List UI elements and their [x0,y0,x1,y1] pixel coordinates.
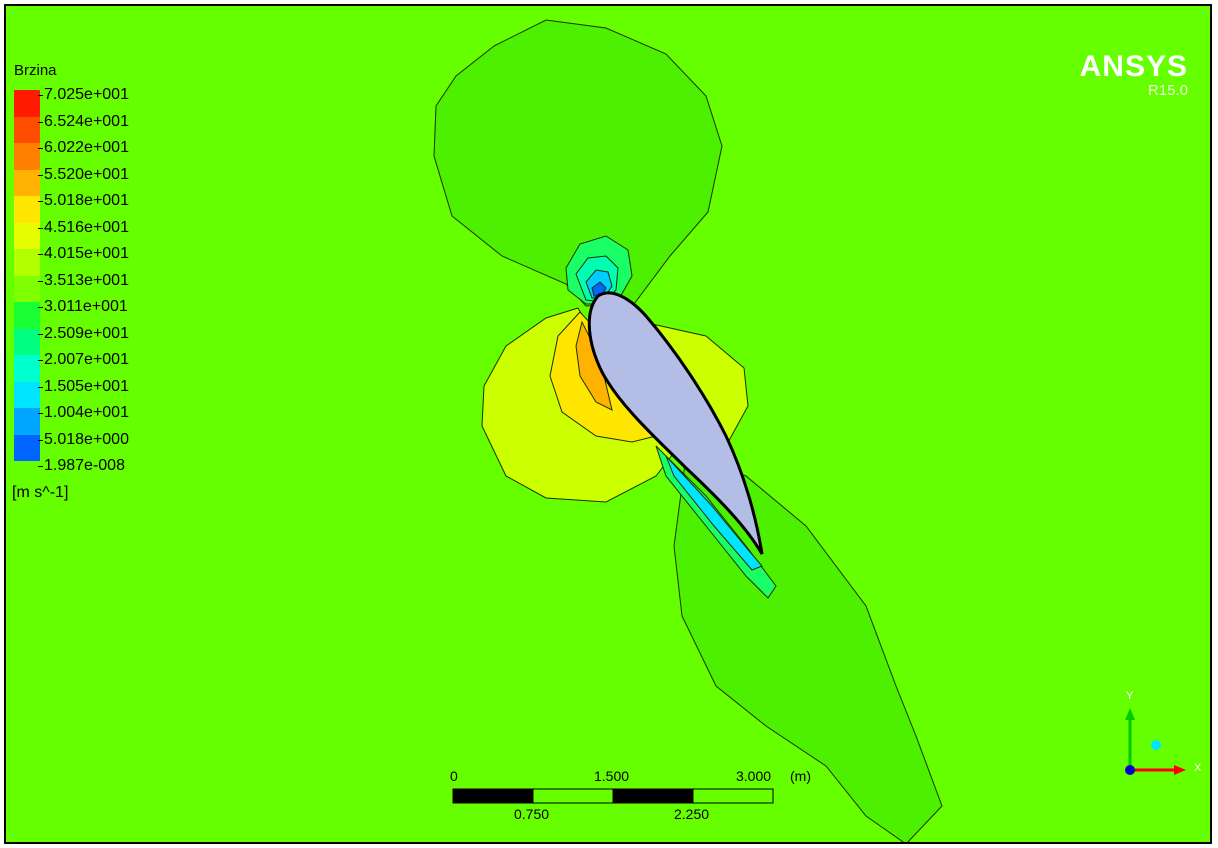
legend-label: 6.022e+001 [44,135,129,162]
legend-swatch [14,117,40,144]
legend-label: 5.018e+001 [44,188,129,215]
scale-label-0750: 0.750 [514,806,549,822]
legend-unit: [m s^-1] [12,484,68,502]
legend-label: 1.987e-008 [44,453,129,480]
legend-swatch [14,223,40,250]
scale-label-3000: 3.000 [736,768,771,784]
scale-unit: (m) [790,768,811,784]
legend-swatch [14,302,40,329]
legend-swatch [14,170,40,197]
legend-label: 4.015e+001 [44,241,129,268]
scale-label-2250: 2.250 [674,806,709,822]
legend-swatch [14,355,40,382]
scale-label-0: 0 [450,768,458,784]
legend-label: 1.004e+001 [44,400,129,427]
legend-color-bar [14,90,40,461]
legend-swatch [14,329,40,356]
scale-bar-graphic [452,788,778,806]
legend-label: 3.011e+001 [44,294,129,321]
scale-label-1500: 1.500 [594,768,629,784]
legend-swatch [14,276,40,303]
legend-swatch [14,196,40,223]
legend-labels: 7.025e+001 6.524e+001 6.022e+001 5.520e+001… [44,82,129,480]
legend-label: 4.516e+001 [44,215,129,242]
axis-y-label: Y [1126,690,1133,702]
legend-title: Brzina [14,62,57,79]
brand-version: R15.0 [1080,82,1188,99]
brand-name: ANSYS [1080,52,1188,82]
legend-label: 1.505e+001 [44,374,129,401]
legend-label: 5.520e+001 [44,162,129,189]
legend-swatch [14,435,40,462]
legend-swatch [14,90,40,117]
legend-swatch [14,408,40,435]
axis-triad-graphic [1114,690,1198,780]
legend-label: 7.025e+001 [44,82,129,109]
legend-label: 6.524e+001 [44,109,129,136]
contour-viewport[interactable]: Brzina 7.025e+001 6.524e+001 6.022e+001 5.5… [4,4,1212,844]
legend-label: 3.513e+001 [44,268,129,295]
legend-label: 5.018e+000 [44,427,129,454]
ansys-logo: ANSYS R15.0 [1080,52,1188,99]
legend-swatch [14,382,40,409]
legend-label: 2.509e+001 [44,321,129,348]
legend-swatch [14,143,40,170]
legend-swatch [14,249,40,276]
velocity-contour-plot [6,6,1212,844]
legend-label: 2.007e+001 [44,347,129,374]
axis-x-label: X [1194,762,1201,774]
